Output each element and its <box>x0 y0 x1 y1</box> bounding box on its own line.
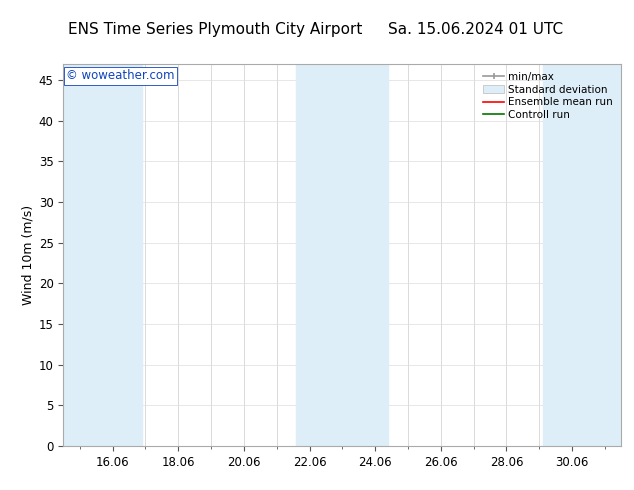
Text: © woweather.com: © woweather.com <box>66 70 175 82</box>
Bar <box>63 64 142 446</box>
Text: ENS Time Series Plymouth City Airport: ENS Time Series Plymouth City Airport <box>68 22 363 37</box>
Bar <box>543 64 621 446</box>
Legend: min/max, Standard deviation, Ensemble mean run, Controll run: min/max, Standard deviation, Ensemble me… <box>480 69 616 123</box>
Bar <box>297 64 388 446</box>
Text: Sa. 15.06.2024 01 UTC: Sa. 15.06.2024 01 UTC <box>388 22 563 37</box>
Y-axis label: Wind 10m (m/s): Wind 10m (m/s) <box>22 205 35 305</box>
